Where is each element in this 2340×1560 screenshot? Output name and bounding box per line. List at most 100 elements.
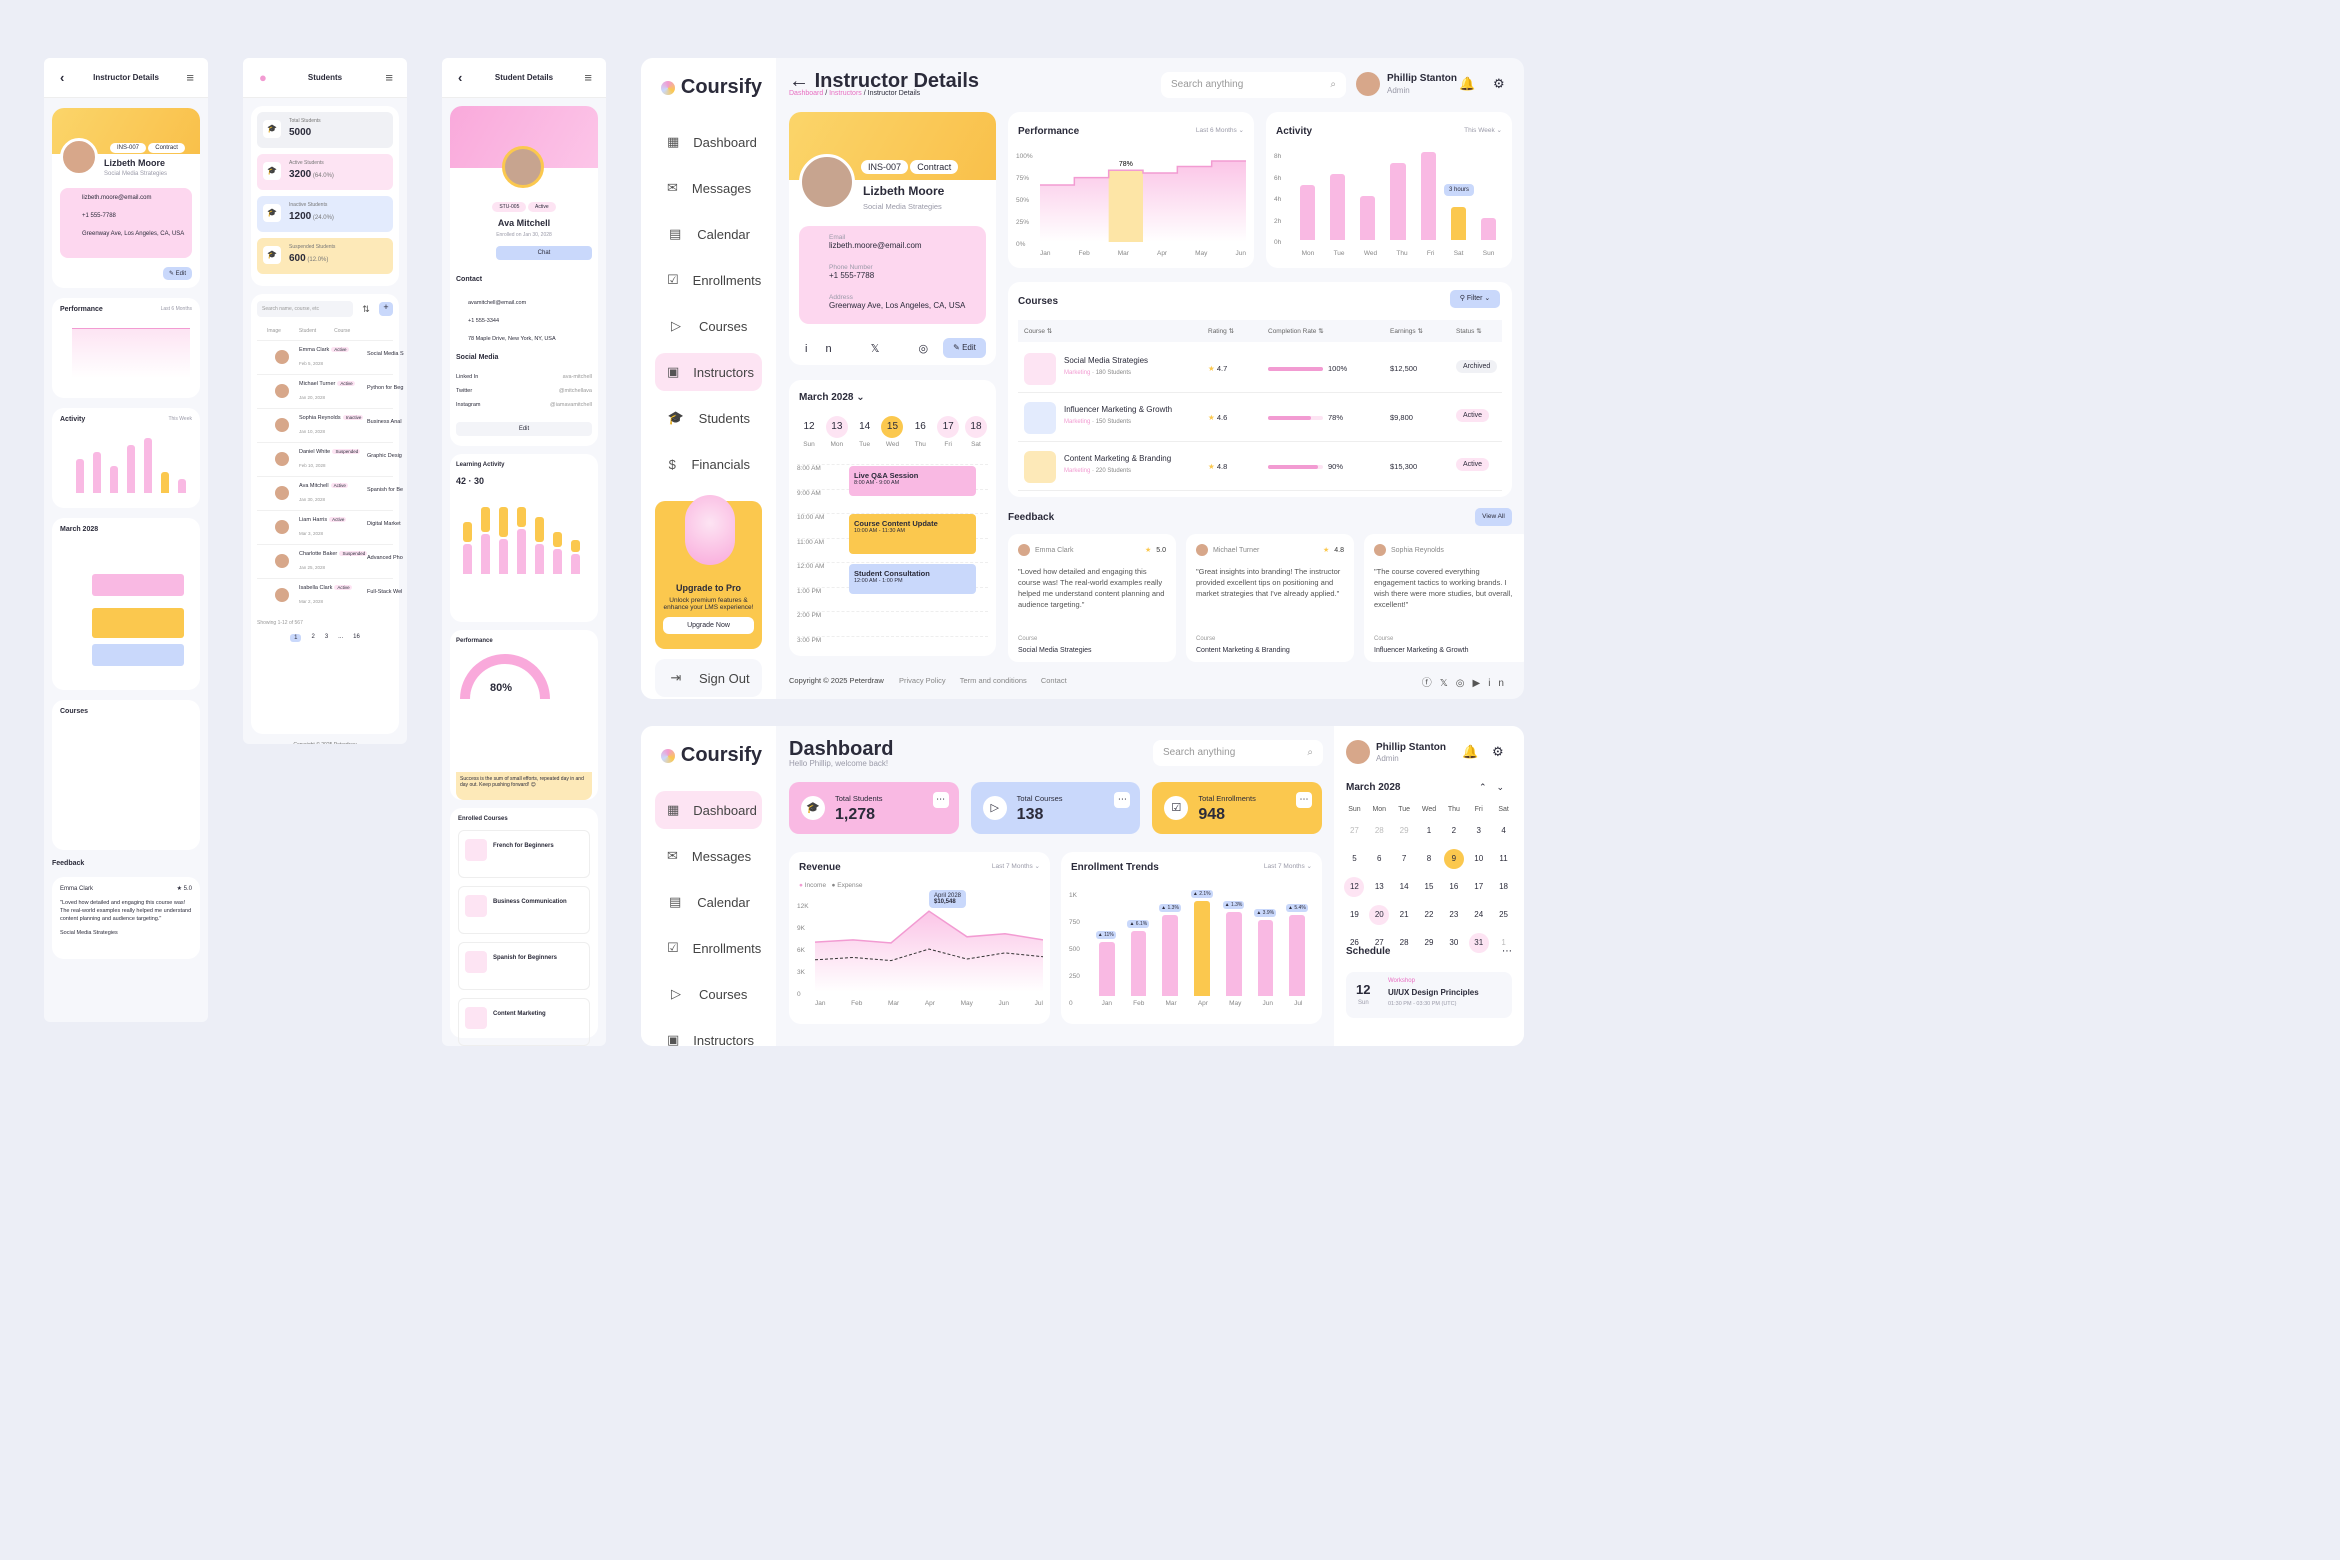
calendar-day[interactable]: 19 [1349, 910, 1359, 919]
footer-link[interactable]: Privacy Policy [899, 676, 946, 685]
sidebar-item-calendar[interactable]: ▤ Calendar [655, 883, 762, 921]
bell-icon[interactable]: 🔔 [1459, 76, 1476, 91]
back-icon[interactable]: ‹ [458, 70, 463, 85]
footer-social-icons[interactable]: ⓕ𝕏◎▶in [1421, 678, 1512, 689]
chat-button[interactable]: Chat [496, 246, 592, 260]
sidebar-item-students[interactable]: 🎓 Students [655, 399, 762, 437]
sidebar-item-enrollments[interactable]: ☑ Enrollments [655, 261, 762, 299]
search-input[interactable]: Search anything ⌕ [1153, 740, 1323, 766]
calendar-day[interactable]: 23 [1449, 910, 1459, 919]
event-consultation[interactable]: Student Consultation 12:00 AM - 1:00 PM [849, 564, 976, 594]
weekday-sat[interactable]: 18 Sat [964, 416, 988, 448]
calendar-day[interactable]: 31 [1468, 933, 1489, 953]
stat-card[interactable]: 🎓 Active Students 3200 (64.0%) [257, 154, 393, 190]
column-header-status[interactable]: Status ⇅ [1456, 328, 1482, 335]
table-row[interactable]: Social Media Strategies Marketing · 180 S… [1018, 344, 1502, 393]
calendar-day[interactable]: 13 [1374, 882, 1384, 891]
sidebar-item-dashboard[interactable]: ▦ Dashboard [655, 123, 762, 161]
calendar-day[interactable]: 12 [1344, 877, 1365, 897]
more-icon[interactable]: ⋯ [1296, 792, 1313, 808]
chevron-down-icon[interactable]: ⌄ [856, 392, 865, 403]
table-row[interactable]: Emma Clark Active Feb 5, 2028 Social Media… [257, 340, 404, 374]
social-icons[interactable]: in 𝕏 ◎ [805, 343, 947, 355]
calendar-day[interactable]: 6 [1377, 854, 1382, 863]
calendar-day[interactable]: 11 [1499, 854, 1508, 863]
add-student-button[interactable]: + [379, 302, 393, 316]
avatar[interactable] [1346, 740, 1370, 764]
table-row[interactable]: Charlotte Baker Suspended Jan 25, 2028 Adv… [257, 544, 403, 578]
sidebar-item-instructors[interactable]: ▣ Instructors [655, 353, 762, 391]
more-icon[interactable]: ⋯ [1114, 792, 1131, 808]
sidebar-item-enrollments[interactable]: ☑ Enrollments [655, 929, 762, 967]
table-row[interactable]: Michael Turner Active Jan 20, 2028 Python … [257, 374, 403, 408]
filter-button[interactable]: ⚲ Filter ⌄ [1450, 290, 1500, 308]
page-button[interactable]: 16 [353, 634, 360, 640]
enrolled-course-card[interactable]: Content Marketing [458, 998, 590, 1046]
enrolled-course-card[interactable]: Spanish for Beginners [458, 942, 590, 990]
sidebar-item-dashboard[interactable]: ▦ Dashboard [655, 791, 762, 829]
week-dropdown[interactable]: This Week ⌄ [1464, 127, 1502, 134]
page-button[interactable]: 3 [324, 634, 329, 640]
table-row[interactable]: Daniel White Suspended Feb 10, 2028 Graphi… [257, 442, 402, 476]
enroll-range-dropdown[interactable]: Last 7 Months ⌄ [1263, 863, 1312, 870]
calendar-day[interactable]: 1 [1426, 826, 1432, 835]
feedback-card[interactable]: Michael Turner ★ 4.8 "Great insights into b… [1186, 534, 1354, 662]
table-row[interactable]: Liam Harris Active Mar 3, 2028 Digital Mar… [257, 510, 401, 544]
stat-card[interactable]: 🎓 Total Students 5000 [257, 112, 393, 148]
more-icon[interactable]: ⋯ [1502, 946, 1512, 957]
revenue-range-dropdown[interactable]: Last 7 Months ⌄ [991, 863, 1040, 870]
month-nav-arrows[interactable]: ⌃⌄ [1479, 782, 1515, 792]
calendar-day[interactable]: 22 [1424, 910, 1434, 919]
column-header-rating[interactable]: Rating ⇅ [1208, 328, 1235, 335]
sidebar-item-courses[interactable]: ▷ Courses [655, 307, 762, 345]
sidebar-item-financials[interactable]: $ Financials [655, 445, 762, 483]
calendar-day[interactable]: 20 [1369, 905, 1390, 925]
range-dropdown[interactable]: Last 6 Months ⌄ [1195, 127, 1244, 134]
sort-icon[interactable]: ⇅ [362, 303, 370, 314]
back-icon[interactable]: ‹ [60, 70, 65, 85]
menu-icon[interactable]: ≡ [385, 70, 393, 85]
social-row[interactable]: Instagram @iamavamitchell [456, 398, 592, 412]
column-header-completion-rate[interactable]: Completion Rate ⇅ [1268, 328, 1324, 335]
feedback-card[interactable]: Sophia Reynolds "The course covered every… [1364, 534, 1524, 662]
enrolled-course-card[interactable]: French for Beginners [458, 830, 590, 878]
edit-button[interactable]: ✎ Edit [943, 338, 986, 358]
sidebar-item-messages[interactable]: ✉ Messages [655, 169, 762, 207]
upgrade-button[interactable]: Upgrade Now [663, 617, 754, 634]
calendar-day[interactable]: 14 [1399, 882, 1409, 891]
stat-card[interactable]: 🎓 Inactive Students 1200 (24.0%) [257, 196, 393, 232]
weekday-wed[interactable]: 15 Wed [880, 416, 904, 448]
footer-link[interactable]: Term and conditions [959, 676, 1027, 685]
table-row[interactable]: Content Marketing & Branding Marketing · … [1018, 442, 1502, 491]
event-content-update[interactable]: Course Content Update 10:00 AM - 11:30 AM [849, 514, 976, 554]
sidebar-item-instructors[interactable]: ▣ Instructors [655, 1021, 762, 1046]
page-button[interactable]: 2 [311, 634, 315, 640]
enrolled-course-card[interactable]: Business Communication [458, 886, 590, 934]
weekday-thu[interactable]: 16 Thu [908, 416, 932, 448]
social-row[interactable]: Twitter @mitchellava [456, 384, 592, 398]
calendar-day[interactable]: 26 [1349, 938, 1359, 947]
calendar-day[interactable]: 9 [1443, 849, 1464, 869]
page-button[interactable]: 1 [290, 634, 302, 642]
avatar[interactable] [1356, 72, 1380, 96]
m2-search-input[interactable]: Search name, course, etc [257, 301, 353, 317]
table-row[interactable]: Influencer Marketing & Growth Marketing ·… [1018, 393, 1502, 442]
calendar-day[interactable]: 1 [1501, 938, 1506, 947]
calendar-day[interactable]: 16 [1449, 882, 1459, 891]
search-input[interactable]: Search anything ⌕ [1161, 72, 1346, 98]
page-button[interactable]: ... [338, 634, 344, 640]
stat-card[interactable]: ▷ Total Courses 138 ⋯ [970, 782, 1141, 834]
column-header-earnings[interactable]: Earnings ⇅ [1390, 328, 1423, 335]
table-row[interactable]: Sophia Reynolds Inactive Jan 10, 2028 Busi… [257, 408, 402, 442]
view-all-button[interactable]: View All [1475, 508, 1512, 526]
weekday-sun[interactable]: 12 Sun [797, 416, 821, 448]
calendar-day[interactable]: 7 [1401, 854, 1407, 863]
sidebar-item-courses[interactable]: ▷ Courses [655, 975, 762, 1013]
weekday-tue[interactable]: 14 Tue [853, 416, 877, 448]
calendar-day[interactable]: 5 [1352, 854, 1357, 863]
sidebar-item-calendar[interactable]: ▤ Calendar [655, 215, 762, 253]
calendar-day[interactable]: 3 [1476, 826, 1481, 835]
bell-icon[interactable]: 🔔 [1462, 744, 1479, 759]
calendar-day[interactable]: 29 [1399, 826, 1409, 835]
calendar-day[interactable]: 10 [1474, 854, 1484, 863]
